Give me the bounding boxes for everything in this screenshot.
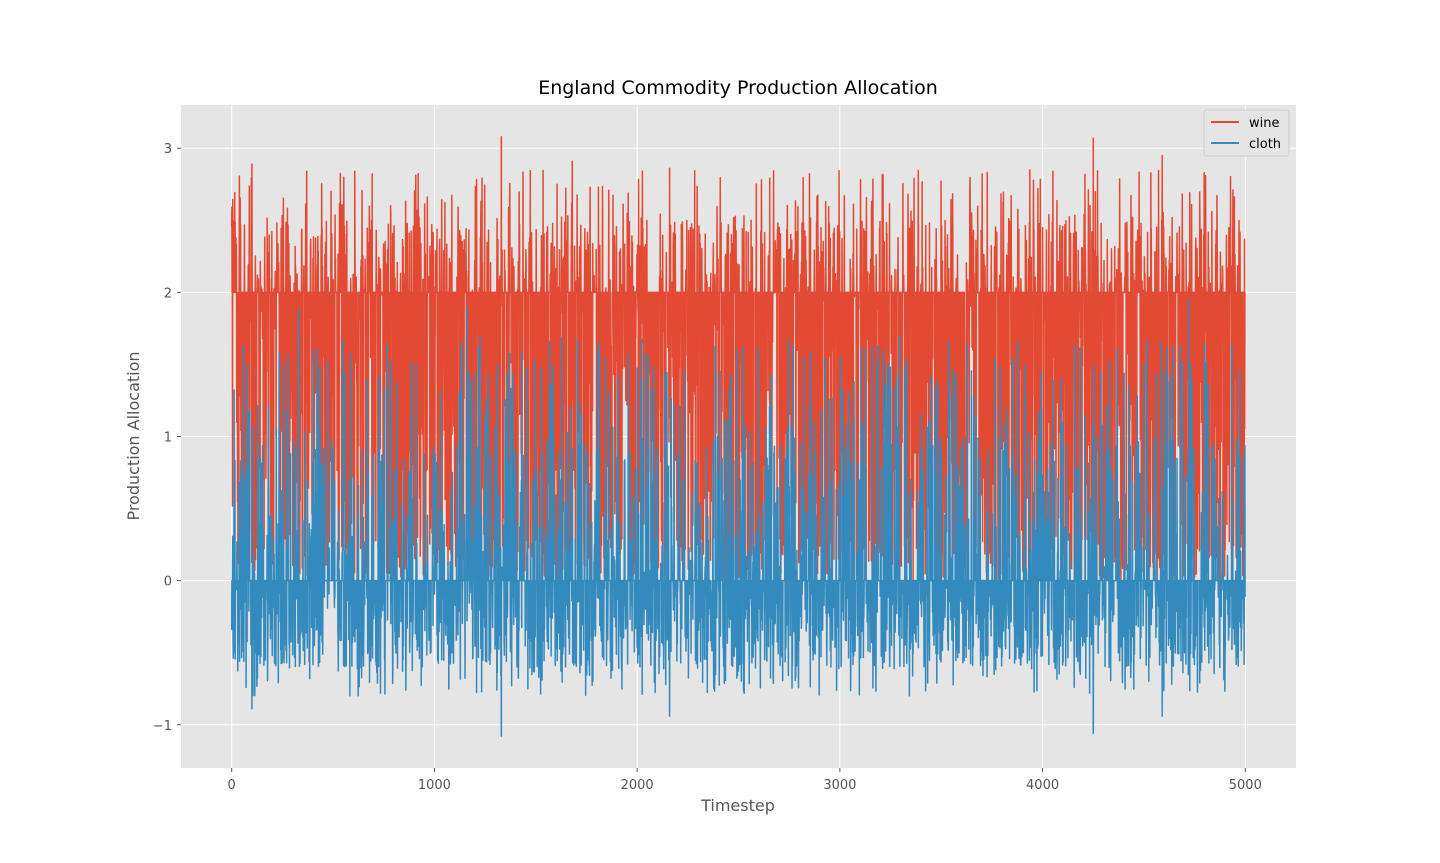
legend-label-cloth: cloth (1249, 137, 1281, 152)
legend-label-wine: wine (1249, 116, 1279, 131)
axis-ticks: 0 1000 2000 3000 4000 5000 −1 0 1 2 3 (153, 142, 1262, 793)
y-tick-label: 0 (164, 575, 172, 590)
y-tick-label: −1 (153, 719, 172, 734)
y-tick-label: 2 (164, 286, 172, 301)
series-layer (230, 135, 1246, 738)
chart-title: England Commodity Production Allocation (538, 77, 938, 99)
x-axis-label: Timestep (700, 796, 775, 815)
x-tick-label: 5000 (1229, 778, 1262, 793)
y-tick-label: 1 (164, 431, 172, 446)
x-tick-label: 2000 (621, 778, 654, 793)
y-tick-label: 3 (164, 142, 172, 157)
x-tick-label: 0 (228, 778, 236, 793)
x-tick-label: 1000 (418, 778, 451, 793)
x-tick-label: 3000 (823, 778, 856, 793)
y-axis-label: Production Allocation (124, 351, 143, 520)
legend: wine cloth (1203, 109, 1290, 157)
x-tick-label: 4000 (1026, 778, 1059, 793)
series-line-wine (230, 135, 1246, 582)
series-line-cloth (230, 298, 1246, 738)
